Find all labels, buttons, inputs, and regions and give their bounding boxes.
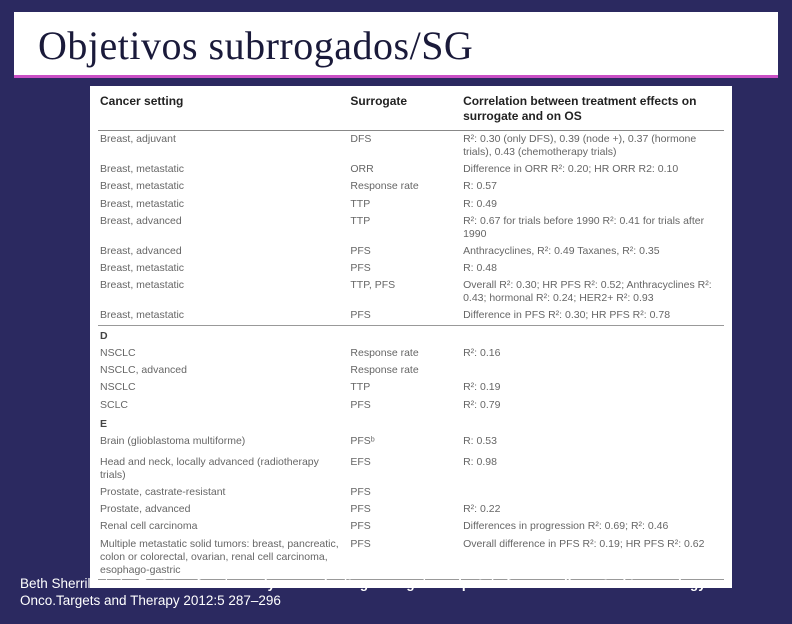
cell-setting: Breast, metastatic bbox=[98, 161, 348, 178]
cell-setting: Brain (glioblastoma multiforme) bbox=[98, 433, 348, 450]
cell-correlation bbox=[461, 362, 724, 379]
table-row: Prostate, advancedPFSR²: 0.22 bbox=[98, 501, 724, 518]
cell-correlation: Overall difference in PFS R²: 0.19; HR P… bbox=[461, 536, 724, 580]
cell-setting: Breast, advanced bbox=[98, 243, 348, 260]
table-row: Brain (glioblastoma multiforme)PFSᵇR: 0.… bbox=[98, 433, 724, 450]
cell-surrogate: PFS bbox=[348, 501, 461, 518]
cell-surrogate: PFS bbox=[348, 518, 461, 535]
header-setting: Cancer setting bbox=[98, 90, 348, 131]
section-row: E bbox=[98, 414, 724, 433]
cell-correlation: Differences in progression R²: 0.69; R²:… bbox=[461, 518, 724, 535]
cell-setting: Head and neck, locally advanced (radioth… bbox=[98, 454, 348, 484]
table-row: Breast, metastaticORRDifference in ORR R… bbox=[98, 161, 724, 178]
cell-setting: Breast, metastatic bbox=[98, 307, 348, 325]
table-row: Prostate, castrate-resistantPFS bbox=[98, 484, 724, 501]
cell-correlation: R: 0.98 bbox=[461, 454, 724, 484]
cell-correlation: R: 0.57 bbox=[461, 178, 724, 195]
cell-setting: Breast, adjuvant bbox=[98, 131, 348, 162]
cell-surrogate: ORR bbox=[348, 161, 461, 178]
table-row: NSCLC, advancedResponse rate bbox=[98, 362, 724, 379]
table-container: Cancer setting Surrogate Correlation bet… bbox=[90, 86, 732, 588]
section-label: D bbox=[98, 326, 724, 345]
cell-correlation: R²: 0.22 bbox=[461, 501, 724, 518]
table-row: Breast, metastaticPFSDifference in PFS R… bbox=[98, 307, 724, 325]
cell-correlation: Anthracyclines, R²: 0.49 Taxanes, R²: 0.… bbox=[461, 243, 724, 260]
cell-setting: Breast, advanced bbox=[98, 213, 348, 243]
table-row: SCLCPFSR²: 0.79 bbox=[98, 397, 724, 414]
citation-title: Review of meta-analyses evaluating surro… bbox=[138, 576, 706, 591]
table-row: Breast, metastaticResponse rateR: 0.57 bbox=[98, 178, 724, 195]
cell-surrogate: TTP, PFS bbox=[348, 277, 461, 307]
cell-surrogate: PFS bbox=[348, 536, 461, 580]
cell-correlation: R: 0.49 bbox=[461, 196, 724, 213]
cell-setting: Breast, metastatic bbox=[98, 178, 348, 195]
cell-correlation: R²: 0.16 bbox=[461, 345, 724, 362]
citation-journal: Onco.Targets and Therapy 2012:5 287–296 bbox=[20, 593, 281, 608]
section-label: E bbox=[98, 414, 724, 433]
cell-surrogate: PFSᵇ bbox=[348, 433, 461, 450]
cell-surrogate: PFS bbox=[348, 307, 461, 325]
table-row: Head and neck, locally advanced (radioth… bbox=[98, 454, 724, 484]
cell-surrogate: DFS bbox=[348, 131, 461, 162]
header-correlation: Correlation between treatment effects on… bbox=[461, 90, 724, 131]
table-row: NSCLCTTPR²: 0.19 bbox=[98, 379, 724, 396]
cell-correlation: R²: 0.67 for trials before 1990 R²: 0.41… bbox=[461, 213, 724, 243]
cell-surrogate: Response rate bbox=[348, 362, 461, 379]
section-row: D bbox=[98, 326, 724, 345]
table-row: Breast, adjuvantDFSR²: 0.30 (only DFS), … bbox=[98, 131, 724, 162]
table-row: Breast, metastaticTTP, PFSOverall R²: 0.… bbox=[98, 277, 724, 307]
slide: Objetivos subrrogados/SG Cancer setting … bbox=[0, 12, 792, 624]
table-row: Breast, metastaticPFSR: 0.48 bbox=[98, 260, 724, 277]
cell-surrogate: Response rate bbox=[348, 345, 461, 362]
cell-correlation: R²: 0.19 bbox=[461, 379, 724, 396]
cell-correlation: Difference in PFS R²: 0.30; HR PFS R²: 0… bbox=[461, 307, 724, 325]
title-area: Objetivos subrrogados/SG bbox=[14, 12, 778, 78]
cell-correlation: R²: 0.79 bbox=[461, 397, 724, 414]
citation-authors: Beth Sherrill et al. . bbox=[20, 576, 138, 591]
cell-surrogate: PFS bbox=[348, 484, 461, 501]
cell-setting: SCLC bbox=[98, 397, 348, 414]
cell-setting: Multiple metastatic solid tumors: breast… bbox=[98, 536, 348, 580]
table-row: Breast, metastaticTTPR: 0.49 bbox=[98, 196, 724, 213]
cell-surrogate: Response rate bbox=[348, 178, 461, 195]
cell-surrogate: PFS bbox=[348, 397, 461, 414]
cell-surrogate: EFS bbox=[348, 454, 461, 484]
table-row: Breast, advancedTTPR²: 0.67 for trials b… bbox=[98, 213, 724, 243]
cell-setting: Breast, metastatic bbox=[98, 277, 348, 307]
table-row: Breast, advancedPFSAnthracyclines, R²: 0… bbox=[98, 243, 724, 260]
citation: Beth Sherrill et al. . Review of meta-an… bbox=[20, 576, 772, 610]
cell-correlation: Overall R²: 0.30; HR PFS R²: 0.52; Anthr… bbox=[461, 277, 724, 307]
cell-correlation bbox=[461, 484, 724, 501]
table-row: Renal cell carcinomaPFSDifferences in pr… bbox=[98, 518, 724, 535]
table-row: NSCLCResponse rateR²: 0.16 bbox=[98, 345, 724, 362]
cell-setting: Prostate, advanced bbox=[98, 501, 348, 518]
cell-setting: NSCLC bbox=[98, 345, 348, 362]
cell-correlation: Difference in ORR R²: 0.20; HR ORR R2: 0… bbox=[461, 161, 724, 178]
cell-setting: NSCLC, advanced bbox=[98, 362, 348, 379]
cell-surrogate: PFS bbox=[348, 243, 461, 260]
cell-correlation: R: 0.48 bbox=[461, 260, 724, 277]
cell-surrogate: PFS bbox=[348, 260, 461, 277]
cell-setting: Breast, metastatic bbox=[98, 196, 348, 213]
cell-correlation: R²: 0.30 (only DFS), 0.39 (node +), 0.37… bbox=[461, 131, 724, 162]
cell-setting: Prostate, castrate-resistant bbox=[98, 484, 348, 501]
cell-setting: Renal cell carcinoma bbox=[98, 518, 348, 535]
cell-surrogate: TTP bbox=[348, 213, 461, 243]
cell-setting: Breast, metastatic bbox=[98, 260, 348, 277]
surrogate-table: Cancer setting Surrogate Correlation bet… bbox=[98, 90, 724, 580]
table-row: Multiple metastatic solid tumors: breast… bbox=[98, 536, 724, 580]
cell-surrogate: TTP bbox=[348, 196, 461, 213]
cell-correlation: R: 0.53 bbox=[461, 433, 724, 450]
header-surrogate: Surrogate bbox=[348, 90, 461, 131]
cell-setting: NSCLC bbox=[98, 379, 348, 396]
slide-title: Objetivos subrrogados/SG bbox=[38, 22, 758, 69]
cell-surrogate: TTP bbox=[348, 379, 461, 396]
